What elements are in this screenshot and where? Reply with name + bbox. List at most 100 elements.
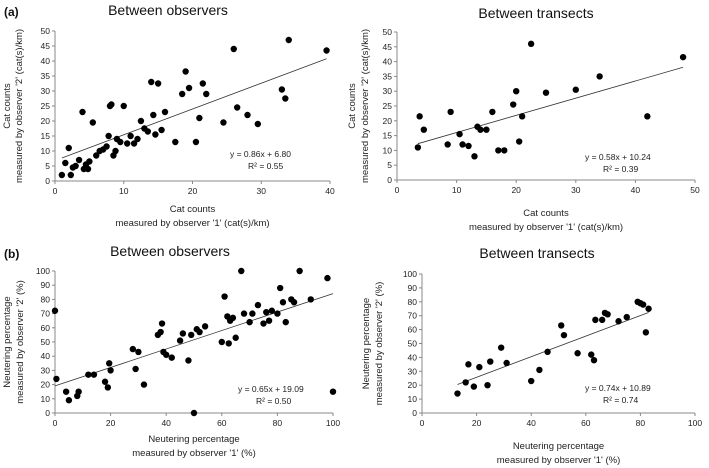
chart-1-xtick-label: 40 (325, 186, 335, 196)
chart-4-ytick-label: 100 (403, 269, 417, 279)
chart-2-point (414, 144, 422, 151)
chart-1-point (130, 140, 138, 147)
chart-1-point (230, 45, 237, 53)
chart-1-ytick-label: 5 (45, 161, 50, 171)
chart-4-point (536, 366, 543, 374)
chart-1-ytick-label: 30 (41, 86, 51, 96)
chart-3-point (282, 318, 289, 326)
chart-2-r-squared: R² = 0.39 (603, 164, 638, 174)
chart-3-point (62, 388, 70, 395)
chart-4-ytick-label: 50 (408, 339, 418, 349)
chart-3-point (218, 338, 225, 346)
chart-3-xlabel-line2: measured by observer '1' (%) (132, 448, 255, 459)
chart-1: Between observers 0 5 10 15 20 25 30 35 40 45 50 0 10… (2, 2, 335, 229)
chart-2-point (483, 126, 490, 133)
chart-1-point (323, 47, 330, 54)
chart-4-point (484, 382, 491, 389)
chart-1-title: Between observers (108, 2, 228, 18)
chart-1-point (199, 80, 207, 87)
chart-2-point (420, 126, 428, 133)
chart-4-point (544, 348, 551, 356)
chart-4-ytick-label: 10 (408, 394, 418, 404)
chart-4-point (560, 331, 568, 339)
chart-1-point (79, 108, 86, 116)
chart-3-xtick-label: 0 (53, 418, 58, 428)
chart-1-point (67, 171, 75, 179)
chart-3-point (249, 310, 256, 317)
chart-3-point (201, 323, 209, 330)
chart-1-ytick-label: 0 (45, 176, 50, 186)
chart-1-point (65, 144, 72, 152)
chart-4-ylabel-line2: measured by observer '2' (%) (374, 282, 385, 405)
chart-3-point (163, 351, 170, 358)
chart-1-point (86, 158, 93, 165)
chart-3-point (85, 371, 92, 378)
chart-3-point (90, 371, 98, 378)
chart-3-ytick-label: 20 (41, 380, 51, 390)
chart-2-point (465, 142, 472, 150)
chart-2-ytick-label: 15 (383, 131, 393, 141)
chart-1-equation: y = 0.86x + 6.80 (230, 149, 291, 159)
chart-3-point (176, 337, 184, 344)
chart-4-point (558, 322, 565, 329)
chart-4-point (623, 313, 630, 321)
chart-4-point (503, 359, 510, 367)
chart-3-point (135, 348, 142, 356)
chart-3-point (179, 330, 187, 337)
chart-1-point (192, 138, 200, 146)
chart-4-xlabel: Neutering percentage (513, 441, 604, 452)
chart-3-ylabel-line2: measured by observer '2' (%) (15, 280, 26, 403)
chart-1-ytick-label: 35 (41, 71, 51, 81)
chart-2-ytick-label: 45 (383, 42, 393, 52)
chart-4-xtick-label: 0 (420, 418, 425, 428)
chart-3-point (157, 328, 164, 336)
chart-1-point (108, 101, 115, 108)
chart-3-point (190, 409, 198, 417)
chart-1-xtick-label: 10 (119, 186, 129, 196)
chart-3-point (263, 308, 270, 316)
chart-2-point (495, 147, 502, 154)
chart-3-point (65, 397, 73, 404)
chart-1-point (105, 132, 112, 140)
chart-2-xtick-label: 40 (631, 185, 641, 195)
chart-3-point (307, 296, 314, 303)
chart-1-point (117, 138, 124, 146)
chart-1-xlabel-line2: measured by observer '1' (cat(s)/km) (115, 218, 269, 229)
chart-1-point (120, 102, 127, 110)
chart-2-ytick-label: 5 (387, 160, 392, 170)
chart-3-point (229, 314, 237, 322)
chart-1-point (75, 156, 83, 164)
chart-2-xtick-label: 30 (571, 185, 581, 195)
chart-3-point (53, 375, 60, 383)
chart-1-ytick-label: 10 (41, 146, 51, 156)
chart-1-point (58, 171, 66, 179)
chart-4-ytick-label: 80 (408, 297, 418, 307)
chart-2-point (456, 130, 463, 138)
chart-4-point (528, 377, 535, 385)
chart-4-xtick-label: 100 (688, 418, 702, 428)
chart-2-xlabel-line2: measured by observer '1' (cat(s)/km) (469, 222, 623, 233)
chart-4-ytick-label: 20 (408, 380, 418, 390)
chart-2-xtick-label: 20 (511, 185, 521, 195)
chart-3-xtick-label: 60 (217, 418, 227, 428)
chart-1-point (278, 86, 286, 93)
chart-1-ylabel: Cat counts (2, 83, 13, 129)
chart-4-ytick-label: 40 (408, 352, 418, 362)
chart-3-ytick-label: 30 (41, 365, 51, 375)
chart-1-ytick-label: 15 (41, 131, 51, 141)
chart-1-point (254, 120, 262, 128)
chart-2-ytick-label: 35 (383, 71, 393, 81)
chart-2: Between transects 0 5 10 15 20 25 30 35 40 45 50 0 10… (347, 5, 700, 233)
chart-3-point (296, 267, 303, 275)
chart-4-equation: y = 0.74x + 10.89 (585, 383, 651, 393)
panel-label-a: (a) (4, 5, 19, 19)
chart-2-point (572, 86, 579, 93)
chart-2-point (542, 89, 550, 96)
chart-1-point (93, 152, 100, 159)
chart-4-point (588, 351, 595, 358)
chart-3-point (246, 318, 253, 326)
chart-2-point (501, 147, 508, 154)
chart-1-xtick-label: 20 (188, 186, 198, 196)
chart-3-point (260, 320, 267, 327)
chart-1-point (123, 140, 131, 147)
